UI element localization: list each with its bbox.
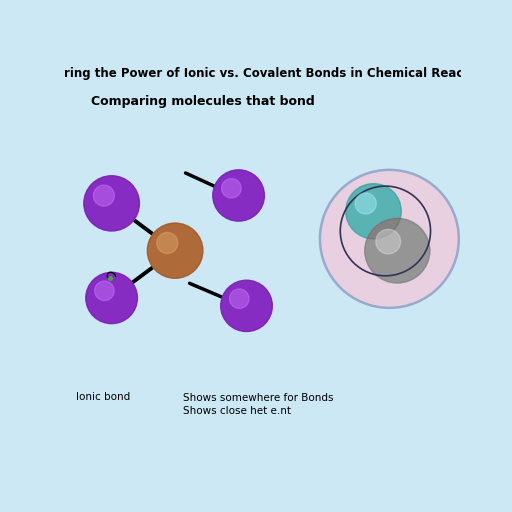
Circle shape	[84, 176, 139, 231]
Circle shape	[355, 193, 376, 214]
Circle shape	[86, 272, 137, 324]
Circle shape	[346, 184, 401, 239]
Circle shape	[229, 289, 249, 308]
Circle shape	[346, 184, 401, 239]
Circle shape	[93, 185, 114, 206]
Circle shape	[365, 218, 430, 283]
Circle shape	[365, 218, 430, 283]
Circle shape	[213, 170, 264, 221]
Text: Ionic bond: Ionic bond	[76, 392, 130, 401]
Text: Comparing molecules that bond: Comparing molecules that bond	[91, 95, 315, 108]
Circle shape	[221, 280, 272, 331]
Circle shape	[222, 179, 241, 198]
Circle shape	[86, 272, 137, 324]
Circle shape	[95, 281, 114, 301]
Circle shape	[221, 280, 272, 331]
Text: Exploring the Power of Ionic vs. Covalent Bonds in Chemical Reactions: Exploring the Power of Ionic vs. Covalen…	[28, 68, 497, 80]
Circle shape	[147, 223, 203, 279]
Circle shape	[320, 170, 459, 308]
Circle shape	[84, 176, 139, 231]
Circle shape	[213, 170, 264, 221]
Text: Shows somewhere for Bonds
Shows close het e.nt: Shows somewhere for Bonds Shows close he…	[183, 393, 333, 416]
Circle shape	[147, 223, 203, 279]
Circle shape	[157, 232, 178, 253]
Circle shape	[376, 229, 400, 254]
